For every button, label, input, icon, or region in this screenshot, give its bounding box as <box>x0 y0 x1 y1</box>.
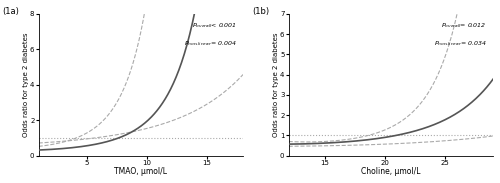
Text: $P_{overall}$= 0.012: $P_{overall}$= 0.012 <box>442 21 487 30</box>
X-axis label: TMAO, μmol/L: TMAO, μmol/L <box>114 167 168 176</box>
Y-axis label: Odds ratio for type 2 diabetes: Odds ratio for type 2 diabetes <box>272 33 278 137</box>
Text: $P_{non\text{-}linear}$= 0.034: $P_{non\text{-}linear}$= 0.034 <box>434 40 487 48</box>
Text: (1b): (1b) <box>252 7 269 16</box>
Text: (1a): (1a) <box>2 7 18 16</box>
Text: $P_{non\text{-}linear}$= 0.004: $P_{non\text{-}linear}$= 0.004 <box>184 40 237 48</box>
Y-axis label: Odds ratio for type 2 diabetes: Odds ratio for type 2 diabetes <box>22 33 28 137</box>
Text: $P_{overall}$< 0.001: $P_{overall}$< 0.001 <box>192 21 237 30</box>
X-axis label: Choline, μmol/L: Choline, μmol/L <box>361 167 420 176</box>
